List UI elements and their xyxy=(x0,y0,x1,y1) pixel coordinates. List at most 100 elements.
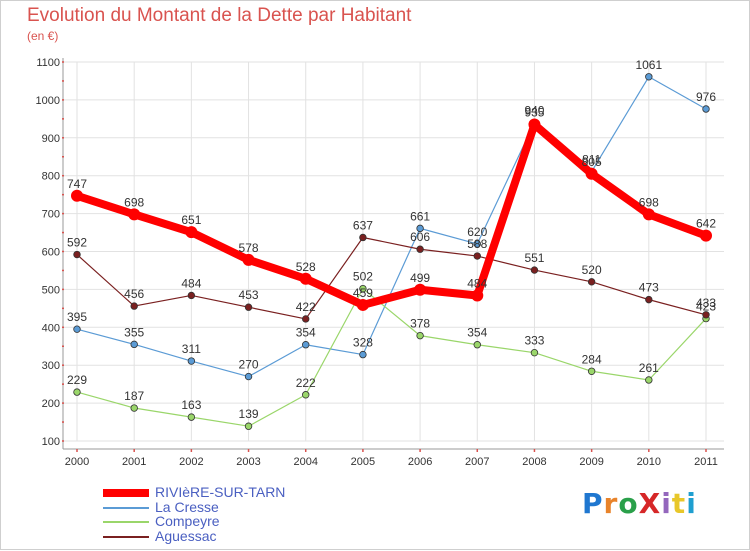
y-tick-label: 800 xyxy=(42,171,60,183)
data-point xyxy=(359,233,367,242)
logo-letter: i xyxy=(661,487,672,520)
x-tick-label: 2011 xyxy=(694,456,718,468)
data-label: 811 xyxy=(582,153,601,167)
data-label: 520 xyxy=(582,263,602,277)
series-line xyxy=(76,288,707,427)
data-label: 588 xyxy=(467,237,487,251)
y-tick-label: 1100 xyxy=(36,57,60,69)
data-label: 499 xyxy=(410,271,430,285)
data-point xyxy=(414,283,427,296)
data-label: 354 xyxy=(467,326,487,340)
data-point xyxy=(187,357,196,365)
data-label: 637 xyxy=(353,218,373,232)
data-label: 935 xyxy=(524,106,544,120)
data-label: 354 xyxy=(296,326,316,340)
chart-title: Evolution du Montant de la Dette par Hab… xyxy=(27,5,412,26)
data-point xyxy=(645,376,653,384)
y-tick-label: 400 xyxy=(42,322,60,334)
data-label: 459 xyxy=(353,286,373,300)
data-point xyxy=(473,341,481,349)
data-point xyxy=(530,348,539,357)
data-label: 976 xyxy=(696,90,716,104)
logo-letter: X xyxy=(638,487,662,520)
data-point xyxy=(185,226,198,239)
data-label: 423 xyxy=(696,300,716,314)
data-point xyxy=(530,266,539,274)
data-point xyxy=(130,340,138,349)
x-tick-label: 2002 xyxy=(179,456,203,468)
legend-swatch xyxy=(103,489,149,497)
series-line xyxy=(76,76,707,378)
y-tick-label: 200 xyxy=(42,398,60,410)
data-point xyxy=(645,295,653,304)
x-tick-label: 2007 xyxy=(465,456,489,468)
x-tick-label: 2005 xyxy=(351,456,375,468)
data-point xyxy=(359,350,367,359)
logo-letter: r xyxy=(603,487,619,520)
data-point xyxy=(244,303,253,311)
data-point xyxy=(473,240,481,248)
data-point xyxy=(416,245,424,253)
data-label: 578 xyxy=(239,241,259,255)
y-tick-label: 600 xyxy=(42,247,60,259)
data-label: 940 xyxy=(524,104,544,118)
data-label: 139 xyxy=(239,407,259,421)
data-label: 378 xyxy=(410,317,430,331)
data-label: 551 xyxy=(524,251,544,265)
data-label: 698 xyxy=(639,195,659,209)
data-label: 284 xyxy=(582,352,602,366)
series-line xyxy=(76,236,707,320)
data-label: 456 xyxy=(124,287,144,301)
data-point xyxy=(700,229,712,242)
data-point xyxy=(73,250,81,259)
data-label: 1061 xyxy=(635,58,662,72)
data-point xyxy=(73,325,81,333)
legend-swatch xyxy=(103,506,149,509)
data-point xyxy=(302,315,310,323)
data-point xyxy=(130,404,138,412)
x-tick-label: 2008 xyxy=(522,456,546,468)
data-point xyxy=(702,105,710,113)
x-tick-label: 2003 xyxy=(236,456,260,468)
data-point xyxy=(471,289,484,302)
data-label: 328 xyxy=(353,336,373,350)
x-tick-label: 2004 xyxy=(293,456,317,468)
data-point xyxy=(587,278,596,286)
series-line xyxy=(73,120,710,309)
data-point xyxy=(71,189,83,202)
data-label: 698 xyxy=(124,195,144,209)
data-point xyxy=(702,311,710,319)
data-label: 453 xyxy=(239,288,259,302)
data-label: 805 xyxy=(582,155,602,169)
y-tick-label: 300 xyxy=(42,360,60,372)
legend-swatch xyxy=(103,521,149,523)
data-label: 395 xyxy=(67,310,87,324)
data-point xyxy=(645,73,653,81)
data-point xyxy=(416,331,424,340)
x-tick-label: 2010 xyxy=(637,456,661,468)
data-label: 502 xyxy=(353,270,373,284)
data-point xyxy=(302,391,310,399)
data-point xyxy=(473,252,481,260)
data-label: 333 xyxy=(524,334,544,348)
data-point xyxy=(416,224,424,233)
y-tick-label: 700 xyxy=(42,209,60,221)
data-label: 473 xyxy=(639,281,659,295)
legend-label: Compeyre xyxy=(155,513,220,529)
logo-letter: P xyxy=(582,487,604,520)
data-label: 222 xyxy=(296,376,316,390)
data-label: 484 xyxy=(467,276,487,290)
proxiti-logo: ProXiti xyxy=(582,487,697,520)
legend-swatch xyxy=(103,535,149,538)
data-label: 484 xyxy=(181,276,201,290)
data-label: 187 xyxy=(124,389,144,403)
data-label: 270 xyxy=(239,358,259,372)
data-point xyxy=(244,372,253,381)
data-label: 355 xyxy=(124,325,144,339)
data-point xyxy=(642,208,655,221)
data-label: 433 xyxy=(696,296,716,310)
data-point xyxy=(587,367,596,375)
data-label: 642 xyxy=(696,217,716,231)
logo-letter: o xyxy=(618,487,639,520)
